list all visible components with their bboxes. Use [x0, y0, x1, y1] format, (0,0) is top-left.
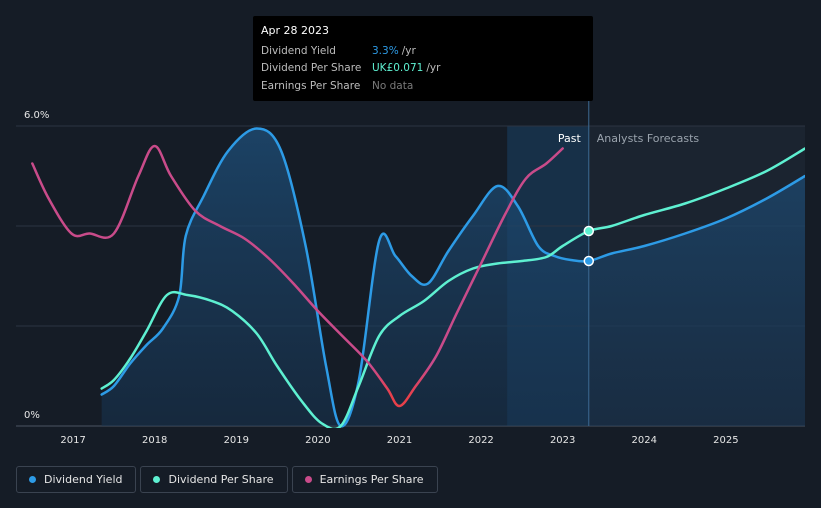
- past-label: Past: [558, 132, 582, 145]
- tooltip-row-earnings-per-share: Earnings Per Share No data: [261, 77, 585, 95]
- legend-item-dividend-per-share[interactable]: Dividend Per Share: [140, 466, 288, 493]
- x-tick-label: 2020: [305, 435, 330, 446]
- series-line-dividend-yield: [100, 127, 805, 428]
- series-line-dividend-per-share: [100, 147, 805, 428]
- legend-item-earnings-per-share[interactable]: Earnings Per Share: [291, 466, 438, 493]
- x-tick-label: 2017: [60, 435, 85, 446]
- legend-dot-icon: [153, 476, 161, 483]
- y-tick-label-bottom: 0%: [24, 410, 40, 421]
- x-axis-ticks: 2017 2018 2019 2020 2021 2022 2023 2024 2025: [60, 435, 738, 446]
- x-tick-label: 2023: [550, 435, 575, 446]
- x-tick-label: 2018: [142, 435, 167, 446]
- tooltip-unit: /yr: [426, 62, 441, 75]
- legend: Dividend Yield Dividend Per Share Earnin…: [16, 466, 438, 493]
- tooltip-date: Apr 28 2023: [261, 24, 330, 37]
- tooltip-value: 3.3%: [372, 44, 399, 57]
- x-tick-label: 2024: [632, 435, 657, 446]
- x-tick-label: 2021: [387, 435, 412, 446]
- tooltip-label: Earnings Per Share: [261, 79, 361, 92]
- marker-layer: [583, 225, 595, 267]
- x-tick-label: 2022: [468, 435, 493, 446]
- tooltip-label: Dividend Per Share: [261, 62, 362, 75]
- legend-label: Earnings Per Share: [319, 473, 424, 486]
- series-layer: [31, 127, 805, 428]
- x-tick-label: 2019: [224, 435, 249, 446]
- tooltip-label: Dividend Yield: [261, 44, 336, 57]
- tooltip-row-dividend-yield: Dividend Yield 3.3% /yr: [261, 42, 585, 60]
- marker-dividend-yield[interactable]: [583, 255, 595, 267]
- legend-dot-icon: [29, 476, 36, 483]
- legend-dot-icon: [304, 476, 312, 483]
- legend-item-dividend-yield[interactable]: Dividend Yield: [16, 466, 137, 493]
- x-tick-label: 2025: [713, 435, 738, 446]
- analysts-forecasts-label: Analysts Forecasts: [597, 132, 700, 145]
- legend-label: Dividend Yield: [44, 473, 123, 486]
- y-tick-label-top: 6.0%: [24, 110, 49, 121]
- tooltip-row-dividend-per-share: Dividend Per Share UK£0.071 /yr: [261, 60, 585, 78]
- tooltip-value: No data: [372, 79, 414, 92]
- series-line-earnings-per-share: [31, 144, 564, 408]
- tooltip-unit: /yr: [401, 44, 416, 57]
- legend-label: Dividend Per Share: [168, 473, 274, 486]
- tooltip: Apr 28 2023 Dividend Yield 3.3% /yr Divi…: [253, 16, 593, 101]
- tooltip-value: UK£0.071: [372, 62, 424, 75]
- marker-dividend-per-share[interactable]: [583, 225, 595, 237]
